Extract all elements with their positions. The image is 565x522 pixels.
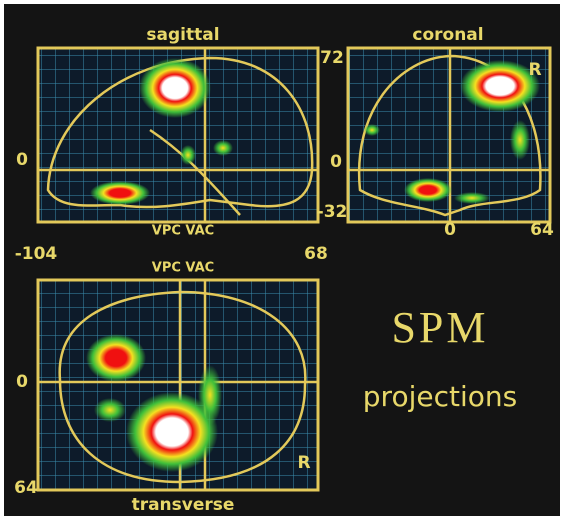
panel-title: sagittal [146, 25, 219, 45]
caption-title: SPM [391, 303, 488, 352]
caption-subtitle: projections [363, 380, 517, 413]
axis-label: 64 [14, 478, 38, 498]
activation [90, 181, 150, 205]
activation [213, 140, 233, 156]
activation [404, 178, 452, 202]
activation [139, 58, 211, 118]
axis-label: 68 [304, 244, 328, 264]
spm-figure: sagittal coronal 72 0 0 -32 VPC VAC -104… [0, 0, 565, 522]
activation [180, 145, 196, 165]
axis-label: VPC VAC [152, 224, 214, 239]
coronal-panel [348, 48, 550, 222]
axis-label: 0 [444, 220, 456, 240]
activation [510, 120, 530, 160]
axis-label: 72 [320, 48, 344, 68]
axis-label: 0 [16, 372, 28, 392]
activation [86, 334, 146, 382]
transverse-panel [38, 280, 318, 490]
activation [94, 398, 126, 422]
panel-title: transverse [132, 495, 235, 515]
axis-label: -32 [317, 202, 348, 222]
axis-label: -104 [15, 244, 58, 264]
panel-title: coronal [412, 25, 483, 45]
activation [198, 365, 222, 425]
activation [364, 124, 380, 136]
axis-label: 0 [330, 152, 342, 172]
side-label: R [297, 453, 310, 473]
activation [454, 192, 490, 204]
axis-label: VPC VAC [152, 261, 214, 276]
side-label: R [528, 60, 541, 80]
axis-label: 0 [16, 150, 28, 170]
axis-label: 64 [530, 220, 554, 240]
sagittal-panel [38, 48, 318, 222]
